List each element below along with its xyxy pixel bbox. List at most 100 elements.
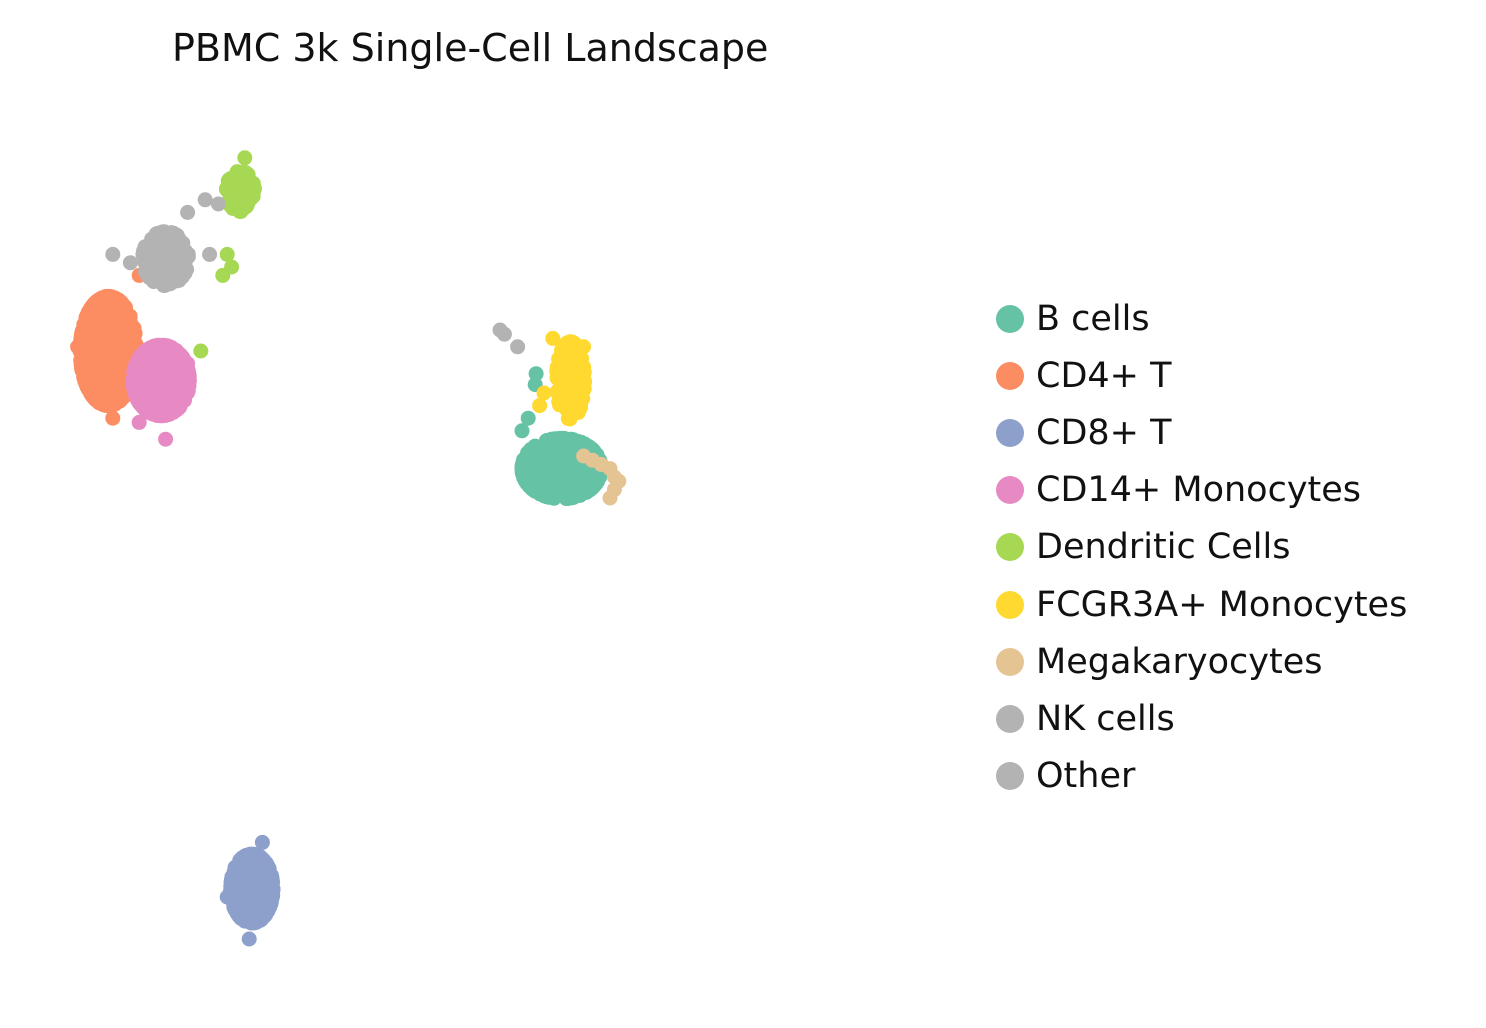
series-nk-cells [105,192,226,293]
cell-point [87,391,103,407]
cell-point [86,361,102,377]
cell-point [565,391,581,406]
cell-point [528,463,544,479]
cell-point [237,150,253,166]
legend-item-other: Other [996,748,1407,805]
cell-point [219,246,235,262]
cell-point [173,392,189,408]
cell-point [602,490,618,506]
cell-point [70,339,86,355]
cell-point [496,326,512,342]
legend-label: CD4+ T [1036,355,1172,396]
cell-point [103,387,119,403]
cell-point [517,464,533,480]
cell-point [78,310,94,326]
cell-point [193,343,209,359]
legend-item-fcgr3a-monocytes: FCGR3A+ Monocytes [996,576,1407,633]
series-megakaryocytes [576,448,627,506]
cell-point [241,931,257,947]
cell-point [223,873,239,889]
cell-point [131,414,147,430]
cell-point [105,410,121,426]
chart-title: PBMC 3k Single-Cell Landscape [172,26,769,70]
legend-label: NK cells [1036,698,1175,739]
legend-item-megakaryocytes: Megakaryocytes [996,633,1407,690]
cell-point [138,383,154,399]
cell-point [210,196,226,212]
cell-point [254,834,270,850]
cell-point [102,373,118,389]
cell-point [180,204,196,220]
cell-point [514,423,530,439]
legend-item-cd14-monocytes: CD14+ Monocytes [996,462,1407,519]
cell-point [520,445,536,461]
cell-point [558,480,574,496]
cell-point [111,359,127,375]
cell-point [76,371,92,387]
cell-point [236,883,252,899]
legend-label: B cells [1036,298,1150,339]
legend: B cells CD4+ T CD8+ T CD14+ Monocytes Dendri… [996,290,1407,805]
cell-point [520,410,536,426]
cell-point [101,300,117,316]
series-cd14-monocytes [125,337,197,447]
cell-point [172,370,188,386]
cell-point [202,246,218,262]
cell-point [197,192,213,208]
cell-point [166,230,182,246]
legend-marker [996,647,1024,676]
cell-point [128,358,143,374]
cell-point [545,330,561,346]
series-fcgr3a-monocytes [532,330,592,427]
legend-label: Dendritic Cells [1036,527,1291,568]
cell-point [248,891,263,907]
legend-marker [996,418,1024,447]
legend-marker [996,476,1024,505]
legend-marker [996,590,1024,619]
cell-point [156,348,172,364]
legend-item-cd4-t: CD4+ T [996,347,1407,404]
cell-point [147,235,162,251]
cell-point [576,339,592,355]
cell-point [229,164,245,180]
cell-point [510,339,526,355]
cell-point [562,406,578,422]
cell-point [536,385,552,401]
cell-point [554,342,569,358]
legend-label: Other [1036,756,1136,797]
legend-label: CD8+ T [1036,412,1172,453]
cell-point [158,431,174,447]
cell-point [219,889,235,905]
series-dendritic-cells [193,150,262,359]
cell-point [222,197,238,213]
cell-point [243,864,259,880]
cell-point [528,366,544,382]
cell-point [151,383,167,398]
legend-marker [996,361,1024,390]
cell-point [111,311,127,327]
legend-label: FCGR3A+ Monocytes [1036,584,1408,625]
legend-marker [996,704,1024,733]
cell-point [105,246,121,262]
legend-marker [996,533,1024,562]
cell-point [127,385,143,401]
series-other [492,322,526,355]
cell-point [527,483,543,499]
cell-point [532,398,548,414]
legend-marker [996,304,1024,333]
cell-point [155,408,171,424]
cell-point [142,254,158,270]
cell-point [224,259,240,275]
cell-point [551,446,567,462]
cell-point [172,247,188,263]
cell-point [243,846,259,862]
legend-item-cd8-t: CD8+ T [996,404,1407,461]
cell-point [144,347,160,362]
cell-point [180,356,196,372]
legend-marker [996,762,1024,791]
cell-point [239,174,255,190]
legend-item-dendritic-cells: Dendritic Cells [996,519,1407,576]
legend-item-b-cells: B cells [996,290,1407,347]
cell-point [573,480,589,496]
